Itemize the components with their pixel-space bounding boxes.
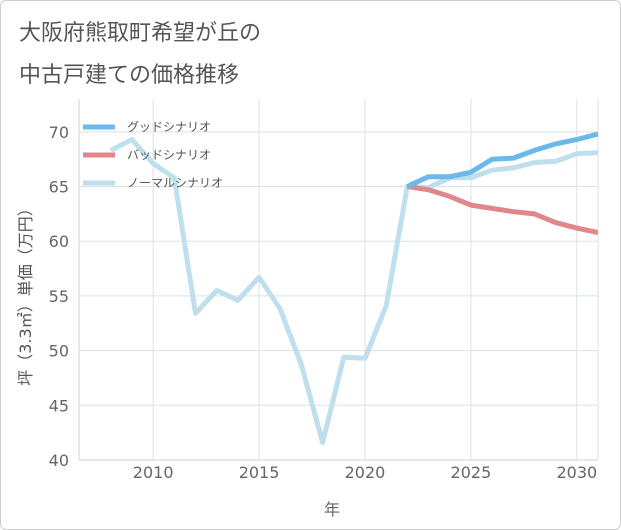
chart-title-line1: 大阪府熊取町希望が丘の xyxy=(19,21,262,46)
x-axis-label: 年 xyxy=(324,500,340,519)
x-tick-label: 2020 xyxy=(345,463,386,482)
y-tick-label: 55 xyxy=(49,287,69,306)
y-axis-label: 坪（3.3㎡）単価（万円） xyxy=(16,200,35,385)
series-line-2 xyxy=(109,137,598,445)
series-line-0 xyxy=(406,131,598,189)
legend-label-0: グッドシナリオ xyxy=(127,120,211,134)
x-tick-label: 2030 xyxy=(556,463,597,482)
y-tick-labels: 40 45 50 55 60 65 70 xyxy=(49,123,69,470)
y-tick-label: 50 xyxy=(49,342,69,361)
x-tick-label: 2025 xyxy=(451,463,492,482)
x-tick-labels: 2010 2015 2020 2025 2030 xyxy=(133,463,597,482)
x-tick-label: 2015 xyxy=(239,463,280,482)
x-tick-label: 2010 xyxy=(133,463,174,482)
legend-label-2: ノーマルシナリオ xyxy=(127,176,223,190)
y-tick-label: 40 xyxy=(49,451,69,470)
y-tick-label: 45 xyxy=(49,396,69,415)
y-tick-label: 65 xyxy=(49,178,69,197)
legend-label-1: バッドシナリオ xyxy=(127,148,211,162)
y-tick-label: 70 xyxy=(49,123,69,142)
chart-title-line2: 中古戸建ての価格推移 xyxy=(19,63,240,88)
y-tick-label: 60 xyxy=(49,232,69,251)
plot-frame xyxy=(78,99,599,461)
series-lines xyxy=(109,131,598,445)
series-line-1 xyxy=(406,184,598,235)
